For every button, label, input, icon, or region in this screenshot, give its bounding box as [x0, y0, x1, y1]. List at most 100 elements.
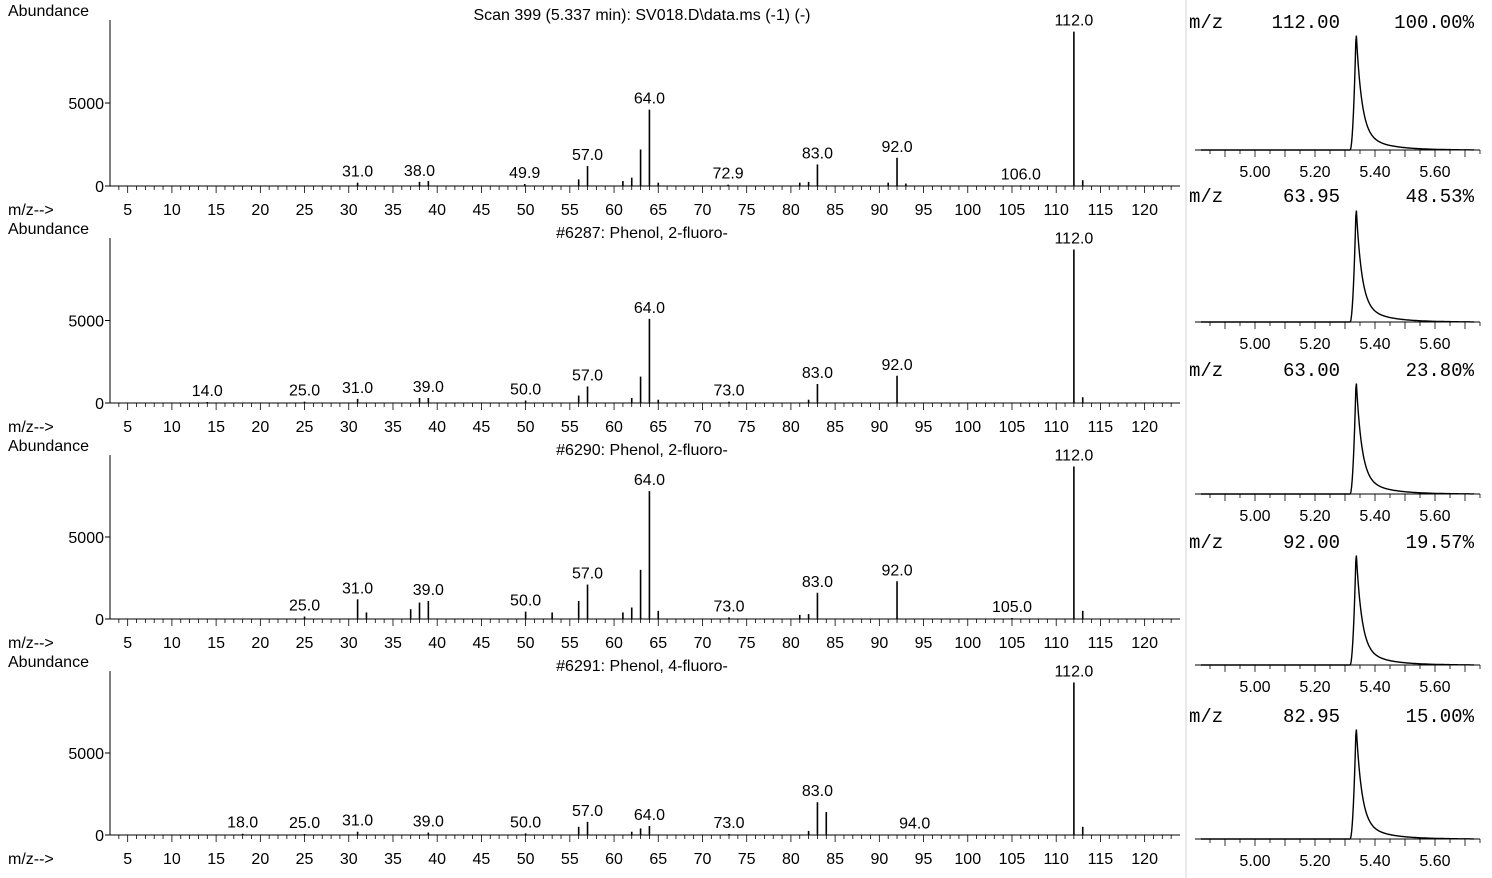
- chromatogram-tick-label: 5.20: [1299, 853, 1330, 870]
- x-tick-label: 30: [340, 419, 358, 436]
- peak-label: 25.0: [289, 598, 320, 615]
- ion-percent: 23.80%: [1406, 360, 1475, 382]
- chromatogram-tick-label: 5.60: [1419, 164, 1450, 181]
- x-tick-label: 45: [473, 635, 491, 652]
- x-tick-label: 120: [1131, 419, 1158, 436]
- y-tick-label: 0: [95, 828, 104, 845]
- chromatogram-tick-label: 5.40: [1359, 679, 1390, 696]
- spectrum-title: #6291: Phenol, 4-fluoro-: [556, 658, 728, 675]
- x-tick-label: 100: [954, 635, 981, 652]
- x-tick-label: 95: [915, 635, 933, 652]
- y-tick-label: 5000: [68, 530, 104, 547]
- x-tick-label: 55: [561, 202, 579, 219]
- x-tick-label: 25: [296, 635, 314, 652]
- x-tick-label: 100: [954, 851, 981, 868]
- x-tick-label: 80: [782, 419, 800, 436]
- x-tick-label: 90: [870, 635, 888, 652]
- peak-label: 64.0: [634, 807, 665, 824]
- peak-label: 73.0: [713, 383, 744, 400]
- x-tick-label: 60: [605, 851, 623, 868]
- x-tick-label: 50: [517, 635, 535, 652]
- chromatogram-trace: [1201, 555, 1474, 666]
- x-tick-label: 90: [870, 419, 888, 436]
- x-tick-label: 70: [694, 635, 712, 652]
- ion-label-prefix: m/z: [1189, 186, 1223, 208]
- x-tick-label: 70: [694, 851, 712, 868]
- x-tick-label: 40: [428, 419, 446, 436]
- peak-label: 72.9: [713, 166, 744, 183]
- x-tick-label: 35: [384, 202, 402, 219]
- x-tick-label: 20: [251, 635, 269, 652]
- x-tick-label: 30: [340, 635, 358, 652]
- x-tick-label: 110: [1043, 851, 1069, 868]
- x-tick-label: 85: [826, 635, 844, 652]
- peak-label: 50.0: [510, 382, 541, 399]
- x-tick-label: 65: [649, 635, 667, 652]
- x-tick-label: 30: [340, 202, 358, 219]
- peak-label: 25.0: [289, 815, 320, 832]
- x-tick-label: 25: [296, 419, 314, 436]
- x-tick-label: 105: [999, 635, 1026, 652]
- abundance-label: Abundance: [8, 221, 89, 238]
- chromatogram-trace: [1201, 383, 1474, 495]
- x-tick-label: 85: [826, 419, 844, 436]
- peak-label: 105.0: [992, 599, 1032, 616]
- x-tick-label: 45: [473, 419, 491, 436]
- y-tick-label: 5000: [68, 314, 104, 331]
- chromatogram-tick-label: 5.00: [1239, 164, 1270, 181]
- peak-label: 112.0: [1054, 447, 1093, 464]
- chromatogram-tick-label: 5.40: [1359, 853, 1390, 870]
- chromatogram-tick-label: 5.00: [1239, 679, 1270, 696]
- y-tick-label: 0: [95, 396, 104, 413]
- chromatogram-tick-label: 5.20: [1299, 164, 1330, 181]
- x-tick-label: 115: [1088, 851, 1114, 868]
- x-tick-label: 40: [428, 202, 446, 219]
- peak-label: 39.0: [413, 379, 444, 396]
- y-tick-label: 0: [95, 179, 104, 196]
- x-tick-label: 55: [561, 419, 579, 436]
- x-tick-label: 100: [954, 202, 981, 219]
- peak-label: 64.0: [634, 300, 665, 317]
- ion-mz-value: 63.00: [1283, 360, 1340, 382]
- peak-label: 64.0: [634, 472, 665, 489]
- x-tick-label: 45: [473, 202, 491, 219]
- peak-label: 57.0: [572, 566, 603, 583]
- chromatogram-trace: [1201, 729, 1474, 840]
- x-tick-label: 10: [163, 419, 181, 436]
- x-tick-label: 5: [123, 851, 132, 868]
- x-tick-label: 75: [738, 851, 756, 868]
- peak-label: 31.0: [342, 380, 373, 397]
- x-tick-label: 5: [123, 202, 132, 219]
- ion-label-prefix: m/z: [1189, 706, 1223, 728]
- x-tick-label: 5: [123, 635, 132, 652]
- ion-label-prefix: m/z: [1189, 12, 1223, 34]
- x-tick-label: 105: [999, 202, 1026, 219]
- x-tick-label: 120: [1131, 202, 1158, 219]
- x-tick-label: 50: [517, 419, 535, 436]
- peak-label: 83.0: [802, 574, 833, 591]
- x-tick-label: 65: [649, 202, 667, 219]
- chromatogram-tick-label: 5.60: [1419, 336, 1450, 353]
- x-tick-label: 85: [826, 202, 844, 219]
- peak-label: 49.9: [509, 165, 540, 182]
- abundance-label: Abundance: [8, 654, 89, 671]
- x-tick-label: 80: [782, 202, 800, 219]
- chromatogram-trace: [1201, 35, 1474, 151]
- x-tick-label: 50: [517, 851, 535, 868]
- x-tick-label: 50: [517, 202, 535, 219]
- x-tick-label: 10: [163, 202, 181, 219]
- x-tick-label: 90: [870, 851, 888, 868]
- x-tick-label: 75: [738, 419, 756, 436]
- peak-label: 83.0: [802, 145, 833, 162]
- x-tick-label: 25: [296, 851, 314, 868]
- peak-label: 50.0: [510, 593, 541, 610]
- x-tick-label: 110: [1043, 635, 1069, 652]
- peak-label: 31.0: [342, 164, 373, 181]
- ion-mz-value: 63.95: [1283, 186, 1340, 208]
- x-tick-label: 20: [251, 419, 269, 436]
- x-tick-label: 35: [384, 419, 402, 436]
- chromatogram-trace: [1201, 210, 1474, 323]
- x-tick-label: 55: [561, 635, 579, 652]
- chromatogram-tick-label: 5.60: [1419, 853, 1450, 870]
- x-tick-label: 25: [296, 202, 314, 219]
